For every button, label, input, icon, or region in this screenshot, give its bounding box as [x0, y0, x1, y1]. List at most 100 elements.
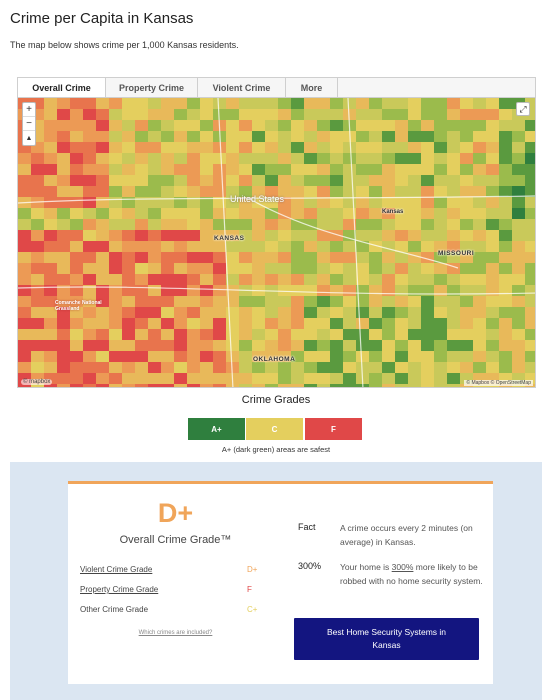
heatmap-tile — [356, 252, 370, 264]
heatmap-tile — [421, 186, 435, 198]
which-crimes-link[interactable]: Which crimes are included? — [138, 630, 213, 636]
heatmap-tile — [44, 175, 58, 187]
heatmap-tile — [265, 186, 279, 198]
property-crime-grade-link[interactable]: Property Crime Grade — [80, 585, 159, 594]
heatmap-tile — [330, 197, 344, 209]
heatmap-tile — [395, 219, 409, 231]
heatmap-tile — [226, 362, 240, 374]
heatmap-tile — [83, 362, 97, 374]
heatmap-tile — [187, 340, 201, 352]
heatmap-tile — [44, 373, 58, 385]
heatmap-tile — [304, 263, 318, 275]
heatmap-tile — [434, 252, 448, 264]
heatmap-tile — [44, 131, 58, 143]
heatmap-tile — [408, 351, 422, 363]
map-road — [18, 286, 535, 295]
tab-more[interactable]: More — [286, 78, 338, 97]
heatmap-tile — [200, 285, 214, 297]
zoom-in-button[interactable]: + — [23, 103, 35, 117]
heatmap-tile — [317, 329, 331, 341]
heatmap-tile — [135, 384, 149, 387]
heatmap-tile — [382, 296, 396, 308]
heatmap-tile — [70, 318, 84, 330]
heatmap-tile — [83, 186, 97, 198]
heatmap-tile — [200, 164, 214, 176]
violent-crime-grade-link[interactable]: Violent Crime Grade — [80, 565, 153, 574]
heatmap-tile — [525, 307, 535, 319]
heatmap-tile — [356, 175, 370, 187]
heatmap-tile — [31, 197, 45, 209]
heatmap-tile — [96, 164, 110, 176]
zoom-out-button[interactable]: − — [23, 117, 35, 131]
best-home-security-button[interactable]: Best Home Security Systems in Kansas — [294, 618, 479, 660]
heatmap-tile — [213, 175, 227, 187]
heatmap-tile — [239, 351, 253, 363]
heatmap-tile — [44, 142, 58, 154]
heatmap-tile — [499, 285, 513, 297]
heatmap-tile — [291, 373, 305, 385]
heatmap-tile — [57, 384, 71, 387]
heatmap-tile — [148, 362, 162, 374]
heatmap-tile — [122, 219, 136, 231]
heatmap-tile — [395, 241, 409, 253]
heatmap-tile — [486, 208, 500, 220]
heatmap-tile — [135, 131, 149, 143]
heatmap-tile — [252, 307, 266, 319]
heatmap-tile — [291, 208, 305, 220]
heatmap-tile — [44, 164, 58, 176]
heatmap-tile — [330, 373, 344, 385]
heatmap-tile — [83, 197, 97, 209]
map-attribution[interactable]: © Mapbox © OpenStreetMap — [464, 380, 533, 386]
heatmap-tile — [161, 340, 175, 352]
heatmap-tile — [369, 351, 383, 363]
heatmap-tile — [408, 384, 422, 387]
heatmap-tile — [356, 340, 370, 352]
map-label-united-states: United States — [230, 194, 285, 204]
heatmap-tile — [135, 307, 149, 319]
fullscreen-button[interactable]: ⤢ — [516, 102, 530, 116]
heatmap-tile — [434, 263, 448, 275]
heatmap-tile — [278, 241, 292, 253]
heatmap-tile — [31, 384, 45, 387]
heatmap-tile — [109, 241, 123, 253]
tab-violent-crime[interactable]: Violent Crime — [198, 78, 286, 97]
heatmap-tile — [499, 351, 513, 363]
heatmap-tile — [525, 252, 535, 264]
heatmap-tile — [148, 175, 162, 187]
heatmap-tile — [83, 109, 97, 121]
heatmap-tile — [499, 329, 513, 341]
heatmap-tile — [330, 153, 344, 165]
heatmap-tile — [200, 142, 214, 154]
heatmap-tile — [226, 241, 240, 253]
tab-property-crime[interactable]: Property Crime — [106, 78, 198, 97]
heatmap-tile — [486, 263, 500, 275]
heatmap-tile — [473, 307, 487, 319]
heatmap-tile — [135, 153, 149, 165]
heatmap-tile — [369, 241, 383, 253]
heatmap-tile — [200, 175, 214, 187]
heatmap-tile — [96, 351, 110, 363]
heatmap-tile — [525, 318, 535, 330]
heatmap-tile — [161, 164, 175, 176]
heatmap-tile — [460, 175, 474, 187]
tab-overall-crime[interactable]: Overall Crime — [18, 78, 106, 97]
heatmap-tile — [213, 208, 227, 220]
heatmap-tile — [473, 98, 487, 110]
heatmap-tile — [96, 252, 110, 264]
heatmap-tile — [447, 186, 461, 198]
heatmap-tile — [317, 285, 331, 297]
heatmap-tile — [499, 109, 513, 121]
heatmap-tile — [330, 164, 344, 176]
heatmap-tile — [174, 175, 188, 187]
heatmap-tile — [200, 362, 214, 374]
heatmap-tile — [174, 241, 188, 253]
heatmap-tile — [395, 120, 409, 132]
heatmap-tile — [421, 153, 435, 165]
heatmap-tile — [525, 219, 535, 231]
heatmap-tile — [291, 351, 305, 363]
reset-north-button[interactable]: ▲ — [25, 134, 33, 142]
crime-map[interactable]: United States KANSAS MISSOURI OKLAHOMA K… — [17, 97, 536, 388]
heatmap-tile — [447, 241, 461, 253]
heatmap-tile — [96, 329, 110, 341]
heatmap-tile — [460, 142, 474, 154]
